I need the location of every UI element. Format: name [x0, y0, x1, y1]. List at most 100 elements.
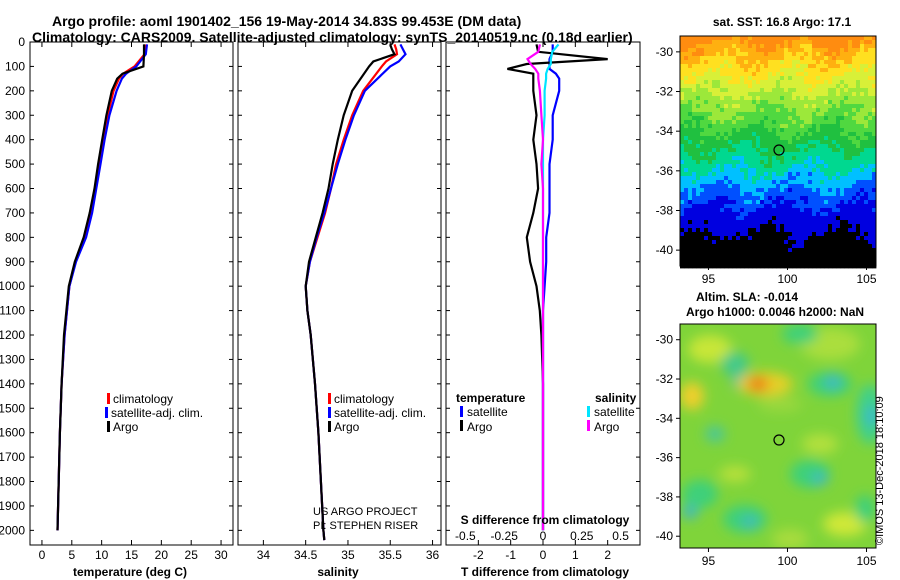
legend-swatch-climatology	[107, 393, 110, 404]
x-tick-label: 34	[257, 548, 271, 562]
salinity-axes	[237, 41, 442, 546]
sst-map	[679, 35, 877, 269]
x-tick-label: 30	[214, 548, 228, 562]
series-group	[304, 43, 407, 541]
x-tick-label: 34.5	[294, 548, 318, 562]
depth-tick-label: 400	[5, 133, 25, 147]
legend-label: satellite	[467, 405, 508, 419]
legend-label: Argo	[467, 420, 493, 434]
sla-map-title-2: Argo h1000: 0.0046 h2000: NaN	[686, 305, 864, 319]
depth-tick-label: 1600	[0, 426, 25, 440]
legend-swatch-climatology	[328, 393, 331, 404]
legend-label: satellite-adj. clim.	[111, 406, 203, 420]
salinity-legend: climatology satellite-adj. clim. Argo	[328, 392, 426, 434]
depth-tick-label: 700	[5, 206, 25, 220]
depth-tick-label: 1000	[0, 279, 25, 293]
legend-swatch-s-satellite	[587, 406, 590, 417]
depth-tick-label: 1300	[0, 352, 25, 366]
depth-tick-label: 300	[5, 108, 25, 122]
map-lat-label: -32	[656, 372, 674, 386]
map-lat-label: -36	[656, 164, 674, 178]
legend-title-salinity: salinity	[595, 391, 637, 405]
x-tick-label: 25	[185, 548, 199, 562]
legend-label: climatology	[334, 392, 394, 406]
depth-tick-label: 1700	[0, 450, 25, 464]
s-tick-label: 0.25	[570, 529, 594, 543]
series-line-salinity-argo	[525, 44, 545, 531]
depth-tick-label: 600	[5, 182, 25, 196]
x-tick-label: 0	[39, 548, 46, 562]
depth-tick-label: 1400	[0, 377, 25, 391]
depth-tick-label: 100	[5, 59, 25, 73]
legend-label: Argo	[334, 420, 360, 434]
x-tick-label: 35	[341, 548, 355, 562]
legend-swatch-t-argo	[460, 420, 463, 431]
series-line-argo	[56, 44, 146, 531]
plot-layer: 0100200300400500600700800900100011001200…	[0, 35, 877, 568]
depth-tick-label: 500	[5, 157, 25, 171]
map-lat-label: -36	[656, 451, 674, 465]
x-tick-label: 36	[426, 548, 440, 562]
legend-label: satellite	[594, 405, 635, 419]
x-tick-label: -1	[505, 548, 516, 562]
map-lon-label: 100	[777, 272, 797, 286]
map-lat-label: -38	[656, 490, 674, 504]
depth-tick-label: 900	[5, 255, 25, 269]
depth-tick-label: 200	[5, 84, 25, 98]
map-lat-label: -38	[656, 203, 674, 217]
legend-label: Argo	[594, 420, 620, 434]
sst-float-marker	[773, 144, 785, 156]
depth-tick-label: 0	[18, 35, 25, 49]
map-lon-label: 95	[702, 554, 716, 568]
x-tick-label: 2	[604, 548, 611, 562]
credit-project: US ARGO PROJECT	[313, 506, 418, 518]
legend-swatch-satellite	[105, 407, 108, 418]
sla-map-title-1: Altim. SLA: -0.014	[696, 290, 798, 304]
map-lon-label: 105	[857, 272, 877, 286]
depth-tick-label: 1200	[0, 328, 25, 342]
legend-swatch-satellite	[328, 407, 331, 418]
depth-tick-label: 1500	[0, 401, 25, 415]
series-group	[56, 44, 149, 531]
legend-swatch-argo	[328, 421, 331, 432]
depth-tick-label: 2000	[0, 523, 25, 537]
map-lat-label: -40	[656, 529, 674, 543]
temperature-xlabel: temperature (deg C)	[73, 565, 187, 579]
series-line-climatology	[56, 44, 147, 531]
series-line-satellite-adj-clim-	[56, 44, 149, 531]
depth-tick-label: 1900	[0, 499, 25, 513]
credit-pi: PI: STEPHEN RISER	[313, 520, 418, 532]
legend-label: climatology	[113, 392, 173, 406]
temperature-axes	[29, 41, 234, 546]
sst-map-frame	[679, 35, 877, 267]
map-lat-label: -30	[656, 333, 674, 347]
difference-xlabel: T difference from climatology	[461, 565, 629, 579]
sla-map	[679, 323, 877, 549]
depth-tick-label: 1800	[0, 475, 25, 489]
x-tick-label: 35.5	[379, 548, 403, 562]
s-tick-label: -0.25	[491, 529, 519, 543]
legend-swatch-s-argo	[587, 420, 590, 431]
x-tick-label: 1	[572, 548, 579, 562]
title-line1: Argo profile: aoml 1901402_156 19-May-20…	[52, 13, 521, 29]
x-tick-label: 0	[540, 548, 547, 562]
legend-label: Argo	[113, 420, 139, 434]
difference-top-axis-label: S difference from climatology	[461, 513, 630, 527]
sla-float-marker	[773, 434, 785, 446]
sla-map-frame	[679, 323, 877, 549]
depth-tick-label: 800	[5, 230, 25, 244]
s-tick-label: -0.5	[455, 529, 476, 543]
map-lat-label: -32	[656, 85, 674, 99]
difference-legend: temperature satellite Argo salinity sate…	[456, 391, 637, 434]
map-lat-label: -34	[656, 411, 674, 425]
x-tick-label: -2	[473, 548, 484, 562]
salinity-xlabel: salinity	[317, 565, 359, 579]
legend-swatch-t-satellite	[460, 406, 463, 417]
x-tick-label: 15	[125, 548, 139, 562]
map-lon-label: 95	[702, 272, 716, 286]
legend-title-temperature: temperature	[456, 391, 526, 405]
temperature-legend: climatology satellite-adj. clim. Argo	[105, 392, 203, 434]
map-lat-label: -34	[656, 124, 674, 138]
x-tick-label: 20	[155, 548, 169, 562]
map-lat-label: -30	[656, 45, 674, 59]
